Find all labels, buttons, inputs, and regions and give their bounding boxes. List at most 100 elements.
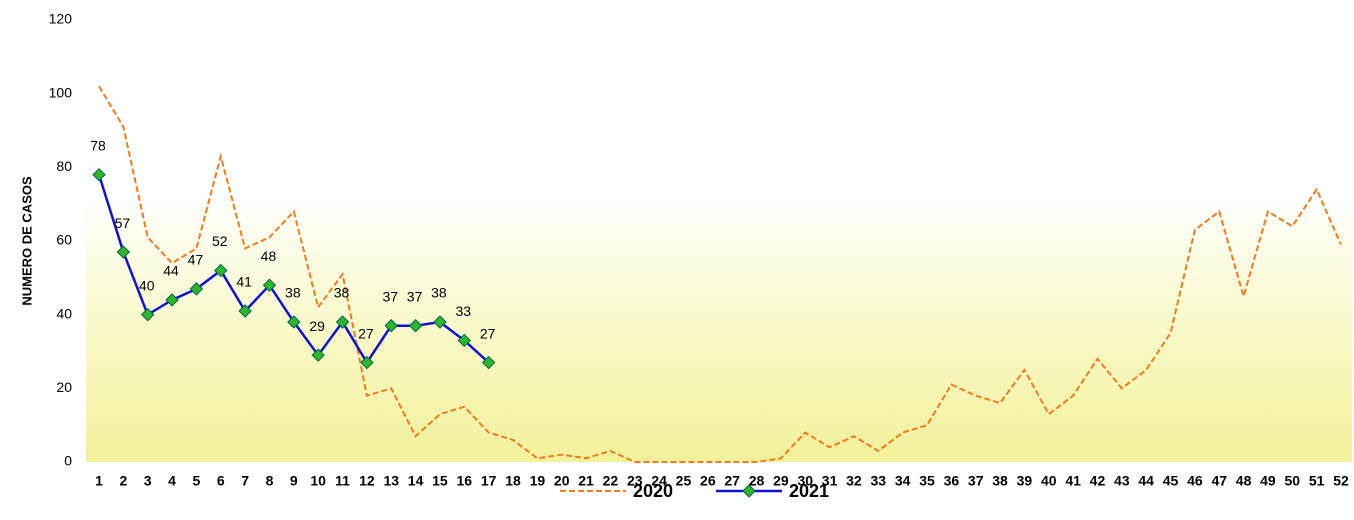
legend-label: 2020 <box>633 481 673 501</box>
x-tick-label: 10 <box>310 473 326 489</box>
data-label: 44 <box>163 263 179 279</box>
y-tick-label: 0 <box>64 453 72 469</box>
x-tick-label: 25 <box>676 473 692 489</box>
x-tick-label: 43 <box>1114 473 1130 489</box>
x-tick-label: 15 <box>432 473 448 489</box>
point-marker <box>92 167 106 182</box>
point-marker <box>116 245 131 259</box>
x-tick-label: 9 <box>290 473 298 489</box>
data-label: 29 <box>309 318 325 334</box>
data-label: 41 <box>236 274 252 290</box>
legend-marker <box>742 484 756 498</box>
data-label: 57 <box>115 215 131 231</box>
x-tick-label: 35 <box>919 473 935 489</box>
x-tick-label: 3 <box>144 473 152 489</box>
x-tick-label: 28 <box>749 473 765 489</box>
data-label: 52 <box>212 233 228 249</box>
y-tick-label: 40 <box>56 305 72 321</box>
y-tick-label: 60 <box>56 232 72 248</box>
point-marker <box>189 282 204 296</box>
x-tick-label: 16 <box>457 473 473 489</box>
x-tick-label: 2 <box>119 473 127 489</box>
data-label: 27 <box>480 325 496 341</box>
x-tick-label: 5 <box>193 473 201 489</box>
point-marker <box>140 307 155 322</box>
x-tick-label: 27 <box>724 473 740 489</box>
x-tick-label: 37 <box>968 473 984 489</box>
point-marker <box>287 315 301 329</box>
series-line <box>98 85 1342 463</box>
plot-background <box>86 20 1352 462</box>
x-tick-label: 51 <box>1309 473 1325 489</box>
x-tick-label: 52 <box>1333 473 1349 489</box>
data-label: 78 <box>90 137 106 153</box>
point-marker <box>360 355 374 370</box>
x-tick-label: 23 <box>627 473 643 489</box>
data-label: 48 <box>261 248 277 264</box>
data-label: 40 <box>139 277 155 293</box>
x-tick-label: 32 <box>846 473 862 489</box>
x-tick-label: 44 <box>1138 473 1154 489</box>
x-tick-label: 13 <box>383 473 399 489</box>
x-tick-label: 19 <box>530 473 546 489</box>
point-marker <box>214 263 228 278</box>
x-tick-label: 17 <box>481 473 497 489</box>
data-label: 27 <box>358 325 374 341</box>
x-tick-label: 46 <box>1187 473 1203 489</box>
x-tick-label: 14 <box>408 473 424 489</box>
x-tick-label: 29 <box>773 473 789 489</box>
x-tick-label: 1 <box>95 473 103 489</box>
point-marker <box>384 319 398 333</box>
x-tick-label: 8 <box>266 473 274 489</box>
x-tick-label: 50 <box>1285 473 1301 489</box>
y-axis-title: NUMERO DE CASOS <box>19 176 34 306</box>
point-marker <box>238 304 252 318</box>
x-tick-label: 49 <box>1260 473 1276 489</box>
x-tick-label: 41 <box>1065 473 1081 489</box>
x-tick-label: 45 <box>1163 473 1179 489</box>
x-tick-label: 34 <box>895 473 911 489</box>
x-tick-label: 7 <box>241 473 249 489</box>
point-marker <box>311 348 325 362</box>
data-label: 33 <box>456 303 472 319</box>
data-label: 37 <box>407 288 423 304</box>
x-tick-label: 31 <box>822 473 838 489</box>
x-tick-label: 47 <box>1211 473 1227 489</box>
point-marker <box>457 333 472 348</box>
x-tick-label: 48 <box>1236 473 1252 489</box>
point-marker <box>262 278 277 292</box>
point-marker <box>335 315 350 329</box>
point-marker <box>481 355 496 370</box>
point-marker <box>165 293 179 307</box>
data-label: 38 <box>285 285 301 301</box>
x-tick-label: 22 <box>603 473 619 489</box>
y-tick-label: 20 <box>56 379 72 395</box>
data-label: 37 <box>382 288 398 304</box>
x-tick-label: 39 <box>1017 473 1033 489</box>
data-label: 38 <box>431 285 447 301</box>
x-tick-label: 42 <box>1090 473 1106 489</box>
x-tick-label: 36 <box>944 473 960 489</box>
x-tick-label: 20 <box>554 473 570 489</box>
x-tick-label: 11 <box>335 473 350 489</box>
x-tick-label: 24 <box>651 473 667 489</box>
x-tick-label: 12 <box>359 473 375 489</box>
x-tick-label: 4 <box>168 473 176 489</box>
data-label: 38 <box>334 285 350 301</box>
point-marker <box>433 315 447 329</box>
y-tick-label: 80 <box>56 158 72 174</box>
x-tick-label: 30 <box>797 473 813 489</box>
x-tick-label: 21 <box>578 473 594 489</box>
legend-label: 2021 <box>789 481 829 501</box>
x-tick-label: 18 <box>505 473 521 489</box>
x-tick-label: 38 <box>992 473 1008 489</box>
y-tick-label: 100 <box>49 84 73 100</box>
y-tick-label: 120 <box>49 11 73 27</box>
data-label: 47 <box>188 252 204 268</box>
x-tick-label: 40 <box>1041 473 1057 489</box>
point-marker <box>408 319 423 333</box>
x-tick-label: 26 <box>700 473 716 489</box>
x-tick-label: 33 <box>871 473 887 489</box>
x-tick-label: 6 <box>217 473 225 489</box>
